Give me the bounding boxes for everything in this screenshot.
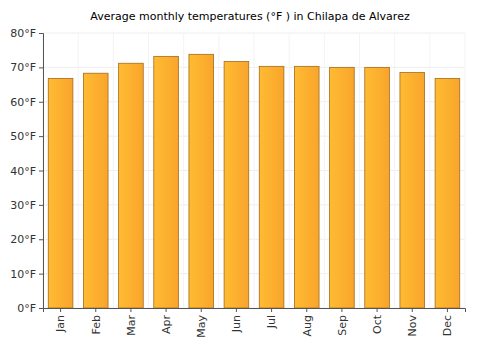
x-tick-mark [130, 308, 131, 312]
x-tick-label: Jul [265, 315, 278, 329]
bar [83, 73, 108, 308]
x-tick-mark [341, 308, 342, 312]
x-axis: Jan Feb Mar Apr May Jun Jul Aug Sep Oct Nov Dec [44, 308, 466, 338]
y-tick-mark [39, 274, 43, 275]
x-tick-mark [166, 308, 167, 312]
grid-line-vertical [324, 33, 325, 308]
bars [48, 54, 459, 308]
chart: 0°F 10°F 20°F 30°F 40°F 50°F 60°F 70°F 80°F Jan Fe… [0, 0, 500, 350]
bar [119, 63, 144, 308]
x-tick-mark [236, 308, 237, 312]
x-tick-label: Sep [336, 315, 349, 336]
x-tick-mark [377, 308, 378, 312]
y-axis-line [39, 34, 44, 309]
bar [294, 66, 319, 308]
y-tick: 20°F [10, 233, 43, 246]
x-tick-label: Mar [125, 315, 138, 336]
x-tick: Apr [160, 308, 173, 334]
y-tick-mark [39, 239, 43, 240]
y-tick: 30°F [10, 199, 43, 212]
grid-line-vertical [78, 33, 79, 308]
y-tick-mark [39, 102, 43, 103]
x-tick-mark [60, 308, 61, 312]
bar [189, 54, 214, 308]
x-tick-label: Apr [160, 315, 173, 335]
y-tick-label: 70°F [10, 61, 36, 74]
x-tick-label: Nov [406, 315, 419, 337]
grid-line-vertical [113, 33, 114, 308]
x-tick-mark [306, 308, 307, 312]
plot: 0°F 10°F 20°F 30°F 40°F 50°F 60°F 70°F 80°F Jan Fe… [10, 27, 465, 338]
title: Average monthly temperatures (°F ) in Ch… [90, 10, 410, 23]
grid [43, 33, 465, 308]
y-tick-label: 30°F [10, 199, 36, 212]
x-tick-label: May [195, 315, 208, 338]
bar [365, 67, 390, 308]
y-tick: 0°F [17, 302, 43, 315]
bar [435, 78, 460, 308]
y-tick: 50°F [10, 130, 43, 143]
bar [154, 56, 179, 308]
grid-line-vertical [394, 33, 395, 308]
y-tick-mark [39, 67, 43, 68]
x-tick: Jul [265, 308, 278, 329]
bar [224, 62, 249, 308]
x-tick-mark [271, 308, 272, 312]
x-tick-label: Feb [90, 315, 103, 334]
bar [330, 67, 355, 308]
y-tick-label: 20°F [10, 233, 36, 246]
grid-line-vertical [289, 33, 290, 308]
y-tick-mark [39, 136, 43, 137]
grid-line-vertical [254, 33, 255, 308]
x-tick-mark [412, 308, 413, 312]
bar [259, 66, 284, 308]
y-tick-label: 80°F [10, 27, 36, 40]
x-tick-label: Aug [301, 315, 314, 336]
x-axis-line [44, 309, 466, 313]
y-tick: 40°F [10, 165, 43, 178]
y-axis: 0°F 10°F 20°F 30°F 40°F 50°F 60°F 70°F 80°F [10, 27, 43, 315]
x-tick: Dec [441, 308, 454, 336]
grid-line-vertical [429, 33, 430, 308]
y-tick-label: 10°F [10, 268, 36, 281]
y-tick: 80°F [10, 27, 43, 40]
x-tick: Aug [301, 308, 314, 336]
y-tick-label: 40°F [10, 165, 36, 178]
y-tick-mark [39, 171, 43, 172]
x-tick: May [195, 308, 208, 338]
bar [400, 73, 425, 308]
x-tick: Oct [371, 308, 384, 334]
y-tick: 60°F [10, 96, 43, 109]
grid-line-vertical [359, 33, 360, 308]
y-tick-mark [39, 33, 43, 34]
grid-line-vertical [218, 33, 219, 308]
x-tick-mark [201, 308, 202, 312]
y-tick-mark [39, 308, 43, 309]
bar [48, 78, 73, 308]
grid-line-vertical [465, 33, 466, 308]
grid-line-vertical [148, 33, 149, 308]
y-tick: 10°F [10, 268, 43, 281]
x-tick-label: Jun [230, 315, 243, 333]
y-tick-mark [39, 205, 43, 206]
x-tick-mark [447, 308, 448, 312]
x-tick: Feb [90, 308, 103, 334]
y-tick-label: 50°F [10, 130, 36, 143]
x-tick: Jun [230, 308, 243, 333]
x-tick-label: Jan [54, 315, 67, 333]
grid-line-vertical [183, 33, 184, 308]
y-tick: 70°F [10, 61, 43, 74]
x-tick: Sep [336, 308, 349, 336]
x-tick: Nov [406, 308, 419, 336]
x-tick-label: Oct [371, 314, 384, 334]
x-tick: Mar [125, 308, 138, 336]
x-tick-label: Dec [441, 315, 454, 336]
x-tick: Jan [54, 308, 67, 333]
y-tick-label: 60°F [10, 96, 36, 109]
x-tick-mark [95, 308, 96, 312]
y-tick-label: 0°F [17, 302, 36, 315]
